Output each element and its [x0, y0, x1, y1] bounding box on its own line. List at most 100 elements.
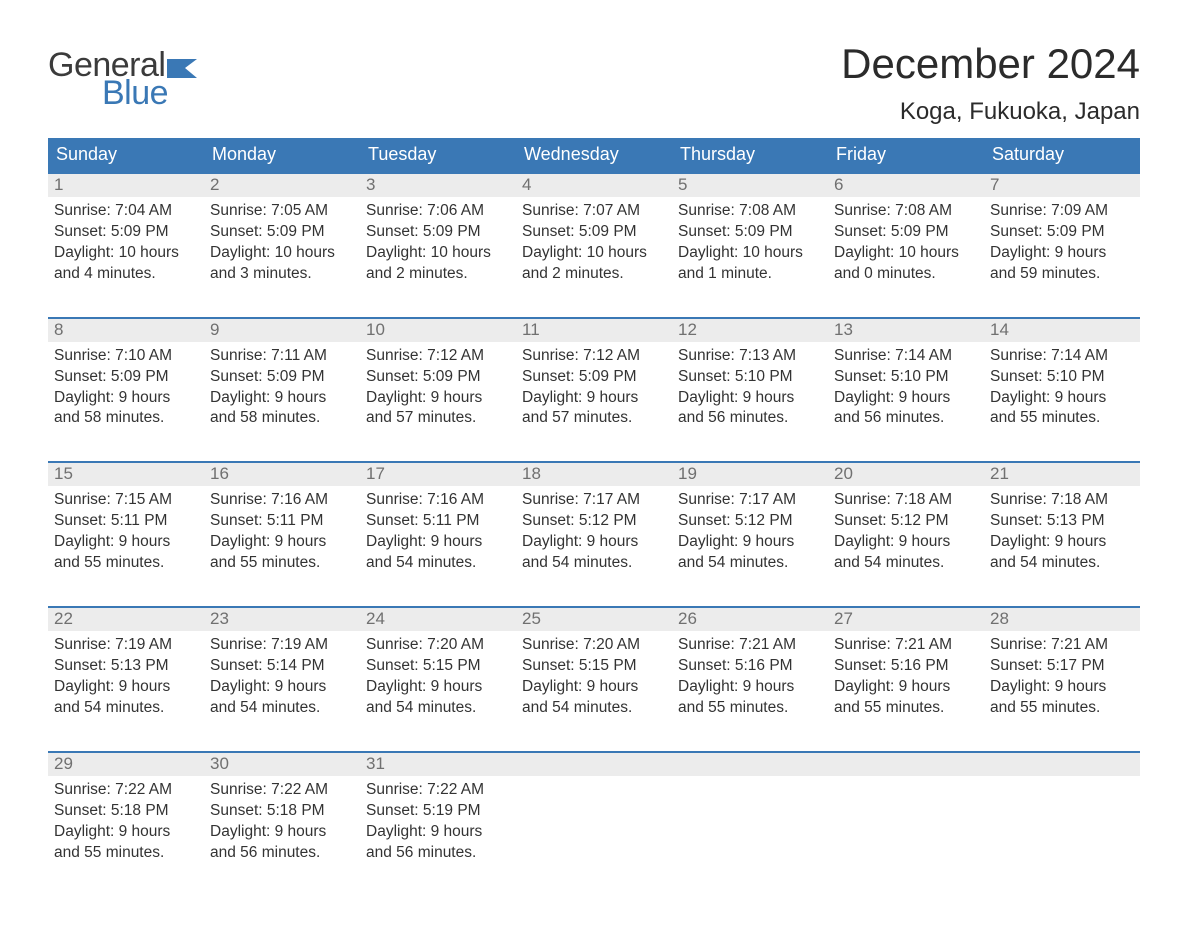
title-block: December 2024 Koga, Fukuoka, Japan — [841, 40, 1140, 126]
day-detail — [828, 776, 984, 892]
dow-saturday: Saturday — [984, 138, 1140, 172]
daylight-text: Daylight: 9 hours and 54 minutes. — [678, 532, 822, 574]
day-number: 2 — [204, 174, 360, 197]
sunrise-text: Sunrise: 7:12 AM — [366, 346, 510, 367]
sunrise-text: Sunrise: 7:16 AM — [210, 490, 354, 511]
day-detail: Sunrise: 7:04 AMSunset: 5:09 PMDaylight:… — [48, 197, 204, 313]
day-detail: Sunrise: 7:18 AMSunset: 5:13 PMDaylight:… — [984, 486, 1140, 602]
calendar: Sunday Monday Tuesday Wednesday Thursday… — [48, 138, 1140, 891]
day-number: 24 — [360, 608, 516, 631]
sunrise-text: Sunrise: 7:21 AM — [678, 635, 822, 656]
day-detail-row: Sunrise: 7:15 AMSunset: 5:11 PMDaylight:… — [48, 486, 1140, 602]
sunset-text: Sunset: 5:10 PM — [678, 367, 822, 388]
sunrise-text: Sunrise: 7:22 AM — [210, 780, 354, 801]
week-row: 293031 Sunrise: 7:22 AMSunset: 5:18 PMDa… — [48, 751, 1140, 892]
day-number: 23 — [204, 608, 360, 631]
location-label: Koga, Fukuoka, Japan — [841, 98, 1140, 126]
daylight-text: Daylight: 9 hours and 59 minutes. — [990, 243, 1134, 285]
day-detail: Sunrise: 7:13 AMSunset: 5:10 PMDaylight:… — [672, 342, 828, 458]
day-detail-row: Sunrise: 7:22 AMSunset: 5:18 PMDaylight:… — [48, 776, 1140, 892]
day-detail: Sunrise: 7:17 AMSunset: 5:12 PMDaylight:… — [672, 486, 828, 602]
sunset-text: Sunset: 5:13 PM — [990, 511, 1134, 532]
sunrise-text: Sunrise: 7:22 AM — [366, 780, 510, 801]
sunset-text: Sunset: 5:15 PM — [366, 656, 510, 677]
page-title: December 2024 — [841, 40, 1140, 88]
brand-line2: Blue — [102, 76, 201, 110]
sunset-text: Sunset: 5:16 PM — [834, 656, 978, 677]
day-number: 21 — [984, 463, 1140, 486]
daylight-text: Daylight: 9 hours and 54 minutes. — [522, 677, 666, 719]
daylight-text: Daylight: 9 hours and 54 minutes. — [522, 532, 666, 574]
sunset-text: Sunset: 5:09 PM — [678, 222, 822, 243]
sunrise-text: Sunrise: 7:17 AM — [678, 490, 822, 511]
sunrise-text: Sunrise: 7:05 AM — [210, 201, 354, 222]
sunset-text: Sunset: 5:12 PM — [678, 511, 822, 532]
brand-logo: General Blue — [48, 48, 201, 110]
day-detail: Sunrise: 7:06 AMSunset: 5:09 PMDaylight:… — [360, 197, 516, 313]
day-number: 30 — [204, 753, 360, 776]
daylight-text: Daylight: 9 hours and 56 minutes. — [210, 822, 354, 864]
sunset-text: Sunset: 5:19 PM — [366, 801, 510, 822]
sunset-text: Sunset: 5:09 PM — [366, 367, 510, 388]
sunset-text: Sunset: 5:09 PM — [834, 222, 978, 243]
day-detail: Sunrise: 7:16 AMSunset: 5:11 PMDaylight:… — [360, 486, 516, 602]
day-number: 20 — [828, 463, 984, 486]
daylight-text: Daylight: 9 hours and 58 minutes. — [210, 388, 354, 430]
day-number: 26 — [672, 608, 828, 631]
day-detail: Sunrise: 7:08 AMSunset: 5:09 PMDaylight:… — [828, 197, 984, 313]
week-row: 891011121314Sunrise: 7:10 AMSunset: 5:09… — [48, 317, 1140, 458]
sunrise-text: Sunrise: 7:14 AM — [990, 346, 1134, 367]
sunset-text: Sunset: 5:09 PM — [54, 222, 198, 243]
day-detail: Sunrise: 7:05 AMSunset: 5:09 PMDaylight:… — [204, 197, 360, 313]
day-number — [672, 753, 828, 776]
day-number: 6 — [828, 174, 984, 197]
daylight-text: Daylight: 9 hours and 55 minutes. — [834, 677, 978, 719]
sunset-text: Sunset: 5:18 PM — [210, 801, 354, 822]
day-detail-row: Sunrise: 7:04 AMSunset: 5:09 PMDaylight:… — [48, 197, 1140, 313]
sunset-text: Sunset: 5:12 PM — [834, 511, 978, 532]
day-number: 28 — [984, 608, 1140, 631]
daylight-text: Daylight: 10 hours and 2 minutes. — [366, 243, 510, 285]
daylight-text: Daylight: 9 hours and 58 minutes. — [54, 388, 198, 430]
sunrise-text: Sunrise: 7:08 AM — [678, 201, 822, 222]
day-detail: Sunrise: 7:07 AMSunset: 5:09 PMDaylight:… — [516, 197, 672, 313]
day-number: 27 — [828, 608, 984, 631]
sunrise-text: Sunrise: 7:19 AM — [54, 635, 198, 656]
day-detail: Sunrise: 7:17 AMSunset: 5:12 PMDaylight:… — [516, 486, 672, 602]
sunrise-text: Sunrise: 7:20 AM — [522, 635, 666, 656]
sunrise-text: Sunrise: 7:20 AM — [366, 635, 510, 656]
day-number-row: 15161718192021 — [48, 461, 1140, 486]
dow-wednesday: Wednesday — [516, 138, 672, 172]
sunrise-text: Sunrise: 7:14 AM — [834, 346, 978, 367]
daylight-text: Daylight: 9 hours and 54 minutes. — [834, 532, 978, 574]
sunset-text: Sunset: 5:10 PM — [834, 367, 978, 388]
dow-thursday: Thursday — [672, 138, 828, 172]
header: General Blue December 2024 Koga, Fukuoka… — [48, 40, 1140, 126]
dow-tuesday: Tuesday — [360, 138, 516, 172]
day-detail: Sunrise: 7:21 AMSunset: 5:16 PMDaylight:… — [672, 631, 828, 747]
daylight-text: Daylight: 10 hours and 1 minute. — [678, 243, 822, 285]
sunset-text: Sunset: 5:09 PM — [210, 367, 354, 388]
day-detail: Sunrise: 7:22 AMSunset: 5:19 PMDaylight:… — [360, 776, 516, 892]
sunrise-text: Sunrise: 7:21 AM — [990, 635, 1134, 656]
sunrise-text: Sunrise: 7:18 AM — [990, 490, 1134, 511]
daylight-text: Daylight: 9 hours and 55 minutes. — [54, 532, 198, 574]
sunset-text: Sunset: 5:09 PM — [366, 222, 510, 243]
daylight-text: Daylight: 9 hours and 54 minutes. — [366, 532, 510, 574]
sunrise-text: Sunrise: 7:04 AM — [54, 201, 198, 222]
sunset-text: Sunset: 5:16 PM — [678, 656, 822, 677]
day-detail: Sunrise: 7:12 AMSunset: 5:09 PMDaylight:… — [360, 342, 516, 458]
sunset-text: Sunset: 5:18 PM — [54, 801, 198, 822]
day-detail — [672, 776, 828, 892]
sunset-text: Sunset: 5:17 PM — [990, 656, 1134, 677]
sunset-text: Sunset: 5:09 PM — [54, 367, 198, 388]
sunrise-text: Sunrise: 7:21 AM — [834, 635, 978, 656]
day-number: 29 — [48, 753, 204, 776]
sunrise-text: Sunrise: 7:22 AM — [54, 780, 198, 801]
day-detail: Sunrise: 7:22 AMSunset: 5:18 PMDaylight:… — [48, 776, 204, 892]
sunrise-text: Sunrise: 7:11 AM — [210, 346, 354, 367]
day-number: 1 — [48, 174, 204, 197]
sunset-text: Sunset: 5:11 PM — [210, 511, 354, 532]
sunset-text: Sunset: 5:09 PM — [522, 222, 666, 243]
day-number: 11 — [516, 319, 672, 342]
